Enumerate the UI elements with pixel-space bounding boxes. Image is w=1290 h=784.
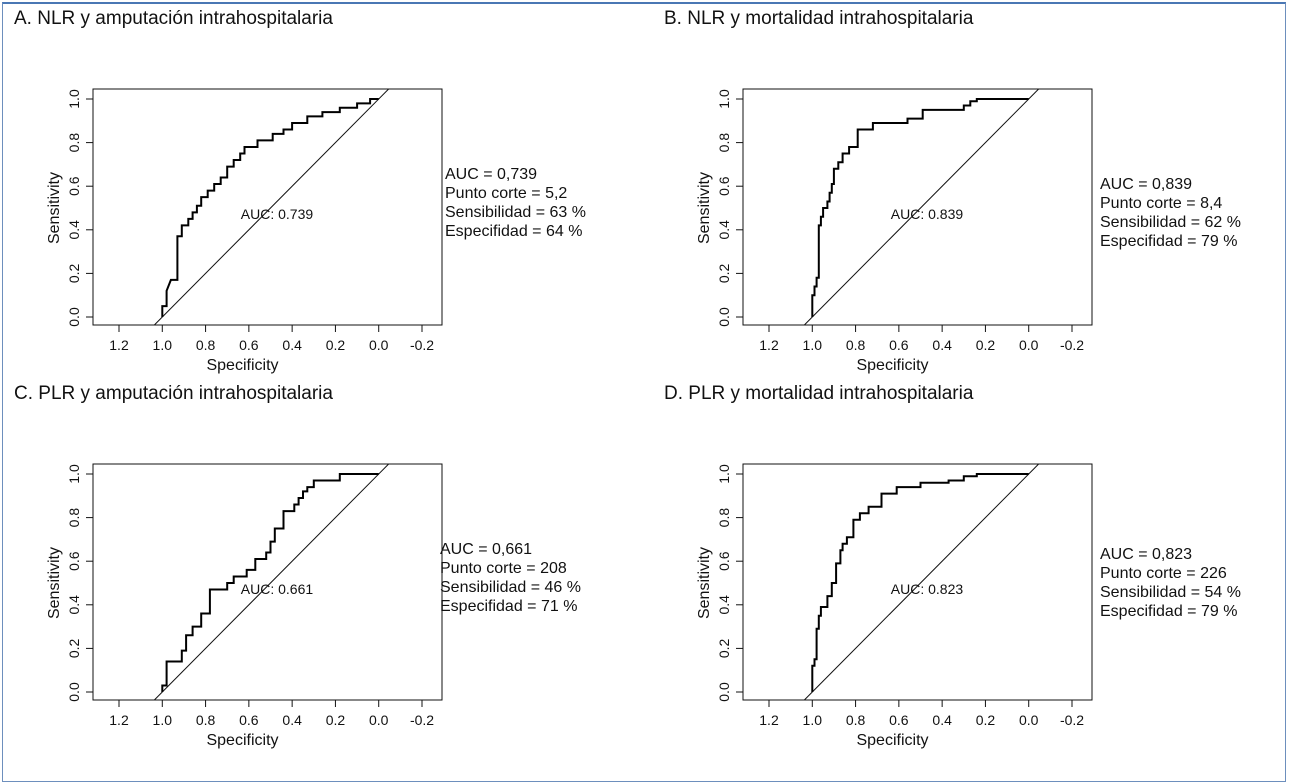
- stats-line: Sensibilidad = 54 %: [1100, 584, 1241, 601]
- stats-block: AUC = 0,823 Punto corte = 226 Sensibilidad…: [1100, 545, 1241, 621]
- stats-line: Especifidad = 64 %: [445, 223, 583, 240]
- stats-line: Sensibilidad = 63 %: [445, 204, 586, 221]
- stats-line: AUC = 0,661: [440, 541, 533, 558]
- panel-title: D. PLR y mortalidad intrahospitalaria: [664, 383, 974, 404]
- stats-line: Punto corte = 208: [440, 560, 567, 577]
- stats-line: AUC = 0,739: [445, 166, 538, 183]
- stats-line: Punto corte = 5,2: [445, 185, 568, 202]
- stats-line: Punto corte = 8,4: [1100, 195, 1223, 212]
- stats-block: AUC = 0,739 Punto corte = 5,2 Sensibilidad…: [445, 165, 586, 241]
- stats-line: Punto corte = 226: [1100, 565, 1227, 582]
- panel-title: A. NLR y amputación intrahospitalaria: [14, 8, 333, 29]
- stats-line: Sensibilidad = 62 %: [1100, 214, 1241, 231]
- panel-title: C. PLR y amputación intrahospitalaria: [14, 383, 333, 404]
- stats-line: Especifidad = 79 %: [1100, 603, 1238, 620]
- stats-line: Sensibilidad = 46 %: [440, 579, 581, 596]
- stats-block: AUC = 0,661 Punto corte = 208 Sensibilidad…: [440, 540, 581, 616]
- stats-block: AUC = 0,839 Punto corte = 8,4 Sensibilidad…: [1100, 175, 1241, 251]
- stats-line: Especifidad = 71 %: [440, 598, 578, 615]
- stats-line: AUC = 0,839: [1100, 176, 1193, 193]
- stats-line: Especifidad = 79 %: [1100, 233, 1238, 250]
- stats-line: AUC = 0,823: [1100, 546, 1193, 563]
- panel-title: B. NLR y mortalidad intrahospitalaria: [664, 8, 974, 29]
